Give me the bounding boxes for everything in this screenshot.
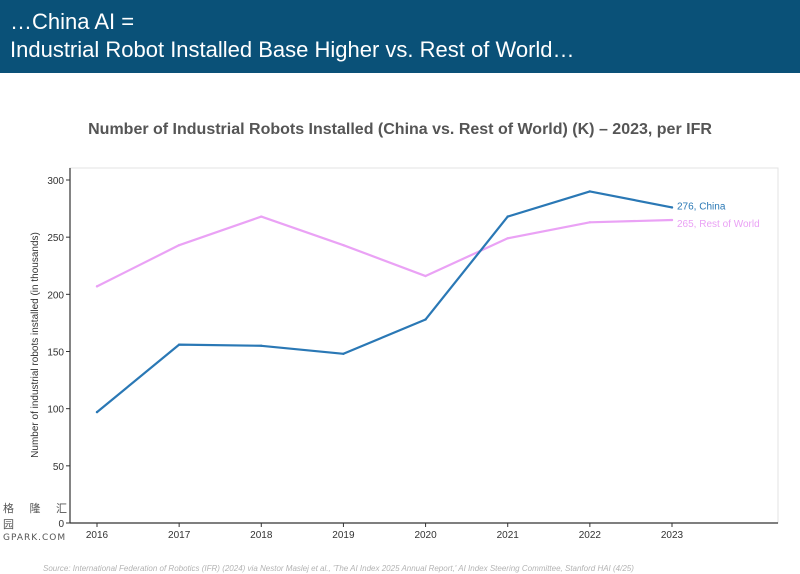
chart-title: Number of Industrial Robots Installed (C… (88, 121, 712, 138)
data-point (342, 352, 345, 355)
x-axis-ticks: 2016 2017 2018 2019 2020 2021 2022 2023 (86, 523, 684, 541)
data-point (95, 410, 99, 414)
y-axis-label: Number of industrial robots installed (i… (30, 232, 41, 458)
data-point (260, 215, 263, 218)
source-note: Source: International Federation of Robo… (43, 564, 634, 573)
x-tick-label: 2016 (86, 530, 109, 541)
watermark-logo: 格 隆 汇 园 GPARK.COM (3, 500, 73, 543)
x-tick-label: 2023 (661, 530, 684, 541)
y-axis-ticks: 0 50 100 150 200 250 300 (47, 176, 70, 530)
y-tick-label: 250 (47, 233, 64, 244)
data-point (342, 243, 345, 247)
x-tick-label: 2018 (250, 530, 273, 541)
plot-area (69, 167, 779, 524)
watermark-logo-text: GPARK.COM (3, 533, 67, 543)
data-point (506, 215, 509, 218)
x-tick-label: 2022 (579, 530, 602, 541)
x-tick-label: 2020 (414, 530, 437, 541)
series-end-labels: 276, China 265, Rest of World (677, 201, 760, 230)
series-lines (95, 190, 674, 414)
y-tick-label: 150 (47, 348, 64, 359)
data-point (670, 206, 674, 209)
data-point (260, 344, 263, 347)
data-point (424, 318, 427, 321)
y-tick-label: 0 (58, 519, 64, 530)
data-point (506, 237, 509, 240)
data-point (588, 190, 592, 193)
series-end-label-china: 276, China (677, 201, 726, 212)
y-tick-label: 300 (47, 176, 64, 187)
data-point (177, 343, 181, 346)
x-tick-label: 2019 (332, 530, 355, 541)
series-line-rest-of-world (95, 215, 674, 288)
title-banner: …China AI = Industrial Robot Installed B… (0, 0, 800, 73)
watermark-logo-mark: 格 隆 汇 园 (3, 502, 73, 531)
series-end-label-rest-of-world: 265, Rest of World (677, 219, 760, 230)
slide-title-line-1: …China AI = (10, 9, 135, 34)
y-tick-label: 100 (47, 405, 64, 416)
data-point (95, 285, 99, 288)
x-tick-label: 2021 (497, 530, 520, 541)
y-tick-label: 50 (53, 462, 65, 473)
slide-title-line-2: Industrial Robot Installed Base Higher v… (10, 37, 575, 62)
y-tick-label: 200 (47, 290, 64, 301)
x-tick-label: 2017 (168, 530, 191, 541)
data-point (670, 218, 674, 222)
data-point (588, 221, 592, 224)
data-point (177, 243, 181, 247)
data-point (424, 274, 427, 278)
series-line-china (95, 190, 674, 414)
